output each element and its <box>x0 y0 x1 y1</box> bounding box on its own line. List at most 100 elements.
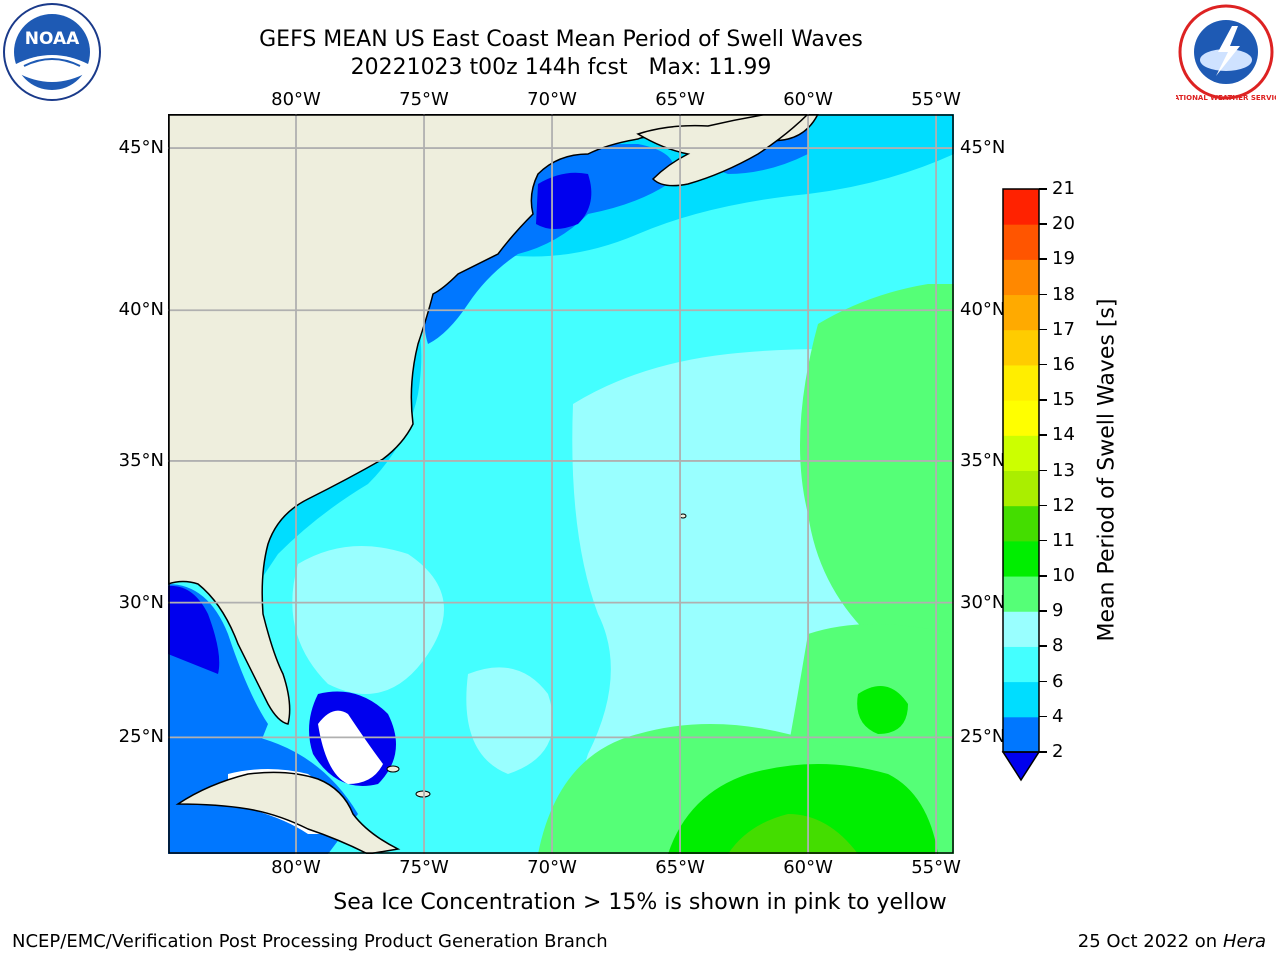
colorbar-tick-mark <box>1039 539 1047 542</box>
lon-tick-label: 70°W <box>527 89 577 110</box>
colorbar-segment <box>1003 716 1039 753</box>
colorbar-tick-mark <box>1039 751 1047 753</box>
colorbar-tick-mark <box>1039 188 1047 190</box>
colorbar-tick-mark <box>1039 610 1047 612</box>
colorbar <box>1001 188 1041 782</box>
field-4-6s-coastal-strip <box>251 294 422 584</box>
lon-tick-label: 70°W <box>527 857 577 878</box>
colorbar-tick-label: 11 <box>1052 529 1075 551</box>
field-8-9s-mid-patch <box>466 667 553 774</box>
lon-tick-label: 80°W <box>271 89 321 110</box>
land-cuba <box>175 771 401 854</box>
colorbar-tick-label: 14 <box>1052 424 1075 446</box>
colorbar-segment <box>1003 646 1039 683</box>
lon-tick-label: 75°W <box>399 857 449 878</box>
sea-ice-caption: Sea Ice Concentration > 15% is shown in … <box>333 890 947 915</box>
colorbar-segment <box>1003 400 1039 436</box>
map-frame <box>168 114 954 854</box>
colorbar-under-triangle <box>1001 751 1041 782</box>
colorbar-tick-label: 12 <box>1052 494 1075 516</box>
colorbar-segment <box>1003 294 1039 331</box>
colorbar-segment <box>1003 611 1039 647</box>
nws-logo: NATIONAL WEATHER SERVICE <box>1176 2 1276 102</box>
colorbar-tick-label: 21 <box>1052 178 1075 199</box>
colorbar-segment <box>1003 505 1039 542</box>
colorbar-tick-mark <box>1039 223 1047 225</box>
lon-tick-label: 65°W <box>655 89 705 110</box>
masked-bahamas-bank <box>318 710 383 784</box>
colorbar-tick-label: 13 <box>1052 459 1075 481</box>
field-9-10s-east <box>800 284 954 674</box>
colorbar-tick-mark <box>1039 680 1047 683</box>
lat-tick-label: 25°N <box>118 726 164 748</box>
colorbar-tick-label: 4 <box>1052 705 1064 727</box>
swell-period-map <box>168 114 954 854</box>
colorbar-tick-label: 15 <box>1052 389 1075 411</box>
colorbar-tick-label: 10 <box>1052 565 1075 587</box>
lon-tick-label: 65°W <box>655 857 705 878</box>
colorbar-segment <box>1003 540 1039 577</box>
field-under-2s-florida-west <box>168 585 220 674</box>
footer-machine: Hera <box>1222 931 1266 952</box>
lat-tick-label: 30°N <box>960 591 1006 613</box>
colorbar-tick-mark <box>1039 363 1047 366</box>
land-bahamas-1 <box>386 765 400 773</box>
lon-tick-label: 80°W <box>271 857 321 878</box>
colorbar-tick-label: 2 <box>1052 741 1064 762</box>
field-10-11s-core <box>668 764 938 854</box>
field-2-4s-new-england <box>424 144 674 344</box>
land-bahamas-2 <box>415 790 431 798</box>
colorbar-label: Mean Period of Swell Waves [s] <box>1094 298 1120 641</box>
lat-tick-label: 25°N <box>960 726 1006 748</box>
nws-logo-text: NATIONAL WEATHER SERVICE <box>1176 94 1276 102</box>
colorbar-tick-mark <box>1039 645 1047 647</box>
footer-branch: NCEP/EMC/Verification Post Processing Pr… <box>12 931 608 952</box>
colorbar-tick-label: 18 <box>1052 283 1075 305</box>
colorbar-tick-mark <box>1039 328 1047 331</box>
colorbar-tick-label: 17 <box>1052 318 1075 340</box>
colorbar-tick-label: 16 <box>1052 353 1075 375</box>
lon-tick-label: 75°W <box>399 89 449 110</box>
field-11-12s-core <box>728 814 858 854</box>
colorbar-tick-label: 6 <box>1052 670 1064 692</box>
footer-date: 25 Oct 2022 on Hera <box>1078 931 1266 952</box>
colorbar-tick-mark <box>1039 434 1047 436</box>
colorbar-segment <box>1003 576 1039 612</box>
colorbar-tick-label: 19 <box>1052 248 1075 270</box>
colorbar-tick-mark <box>1039 399 1047 401</box>
map-subtitle: 20221023 t00z 144h fcst Max: 11.99 <box>350 55 772 80</box>
footer-date-text: 25 Oct 2022 on <box>1077 931 1223 952</box>
colorbar-tick-mark <box>1039 504 1047 507</box>
lat-tick-label: 30°N <box>118 591 164 613</box>
colorbar-segment <box>1003 329 1039 366</box>
lon-tick-label: 60°W <box>783 857 833 878</box>
colorbar-tick-mark <box>1039 715 1047 718</box>
field-10-11s-east-patch <box>857 686 908 734</box>
lat-tick-label: 35°N <box>118 449 164 471</box>
colorbar-segment <box>1003 681 1039 718</box>
graticule <box>168 114 954 854</box>
lat-tick-label: 45°N <box>118 137 164 159</box>
lat-tick-label: 35°N <box>960 449 1006 471</box>
lon-tick-label: 55°W <box>911 857 961 878</box>
map-title: GEFS MEAN US East Coast Mean Period of S… <box>259 27 863 52</box>
colorbar-segment <box>1003 189 1039 225</box>
lat-tick-label: 40°N <box>118 299 164 321</box>
colorbar-tick-mark <box>1039 293 1047 296</box>
colorbar-tick-label: 20 <box>1052 213 1075 235</box>
colorbar-tick-label: 9 <box>1052 600 1064 622</box>
noaa-logo-text: NOAA <box>25 29 80 49</box>
colorbar-segment <box>1003 364 1039 401</box>
colorbar-segment <box>1003 224 1039 260</box>
noaa-logo: NOAA <box>2 2 102 102</box>
lon-tick-label: 55°W <box>911 89 961 110</box>
colorbar-tick-mark <box>1039 469 1047 471</box>
colorbar-tick-label: 8 <box>1052 635 1064 657</box>
colorbar-segment <box>1003 259 1039 296</box>
lon-tick-label: 60°W <box>783 89 833 110</box>
field-under-2s-gulf-of-maine <box>536 172 592 229</box>
lat-tick-label: 45°N <box>960 137 1006 159</box>
colorbar-tick-mark <box>1039 258 1047 260</box>
colorbar-segment <box>1003 470 1039 507</box>
field-8-9s-west-patch <box>292 546 444 694</box>
